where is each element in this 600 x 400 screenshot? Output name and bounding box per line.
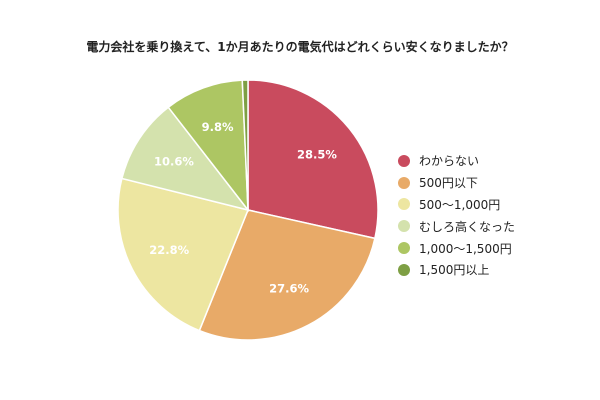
legend-item-6: 1,500円以上 (398, 259, 515, 281)
legend: わからない 500円以下 500〜1,000円 むしろ高くなった 1,000〜1,500… (398, 150, 515, 281)
legend-label: むしろ高くなった (419, 219, 516, 234)
legend-item-5: 1,000〜1,500円 (398, 237, 515, 259)
legend-swatch (398, 154, 410, 167)
legend-label: 500〜1,000円 (419, 197, 501, 212)
pie-slice-6 (241, 79, 249, 211)
legend-swatch (398, 176, 410, 189)
slice-value-label-1: 28.5% (297, 148, 337, 162)
pie-slice-5 (167, 79, 249, 213)
chart-title: 電力会社を乗り換えて、1か月あたりの電気代はどれくらい安くなりましたか？ (86, 40, 514, 54)
legend-label: 1,000〜1,500円 (419, 241, 512, 256)
legend-item-3: 500〜1,000円 (398, 194, 515, 216)
legend-swatch (398, 198, 410, 211)
pie-slice-3 (117, 177, 250, 332)
legend-label: わからない (419, 154, 480, 169)
legend-label: 1,500円以上 (419, 263, 490, 278)
pie-slice-1 (247, 79, 379, 240)
legend-swatch (398, 263, 410, 276)
slice-value-label-2: 27.6% (269, 281, 309, 295)
pie-slice-4 (120, 106, 250, 212)
slice-value-label-4: 10.6% (154, 155, 194, 169)
slice-value-label-3: 22.8% (149, 243, 189, 257)
slice-value-label-5: 9.8% (202, 120, 234, 134)
legend-swatch (398, 242, 410, 255)
legend-swatch (398, 220, 410, 233)
legend-label: 500円以下 (419, 176, 478, 191)
pie-slice-2 (198, 209, 376, 341)
legend-item-4: むしろ高くなった (398, 215, 515, 237)
legend-item-2: 500円以下 (398, 172, 515, 194)
legend-item-1: わからない (398, 150, 515, 172)
